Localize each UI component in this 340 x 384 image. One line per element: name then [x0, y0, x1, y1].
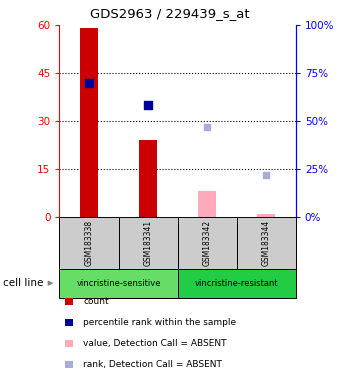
- Text: rank, Detection Call = ABSENT: rank, Detection Call = ABSENT: [83, 360, 222, 369]
- Text: GSM183338: GSM183338: [85, 220, 94, 266]
- Text: GSM183344: GSM183344: [262, 220, 271, 266]
- Bar: [80, 28, 98, 217]
- Point: [146, 102, 151, 108]
- Text: GDS2963 / 229439_s_at: GDS2963 / 229439_s_at: [90, 7, 250, 20]
- Bar: [257, 214, 275, 217]
- Text: cell line: cell line: [3, 278, 44, 288]
- Bar: [139, 140, 157, 217]
- Point: [264, 172, 269, 179]
- Bar: [198, 191, 216, 217]
- Text: GSM183342: GSM183342: [203, 220, 212, 266]
- Text: GSM183341: GSM183341: [143, 220, 153, 266]
- Point: [86, 79, 92, 86]
- Text: percentile rank within the sample: percentile rank within the sample: [83, 318, 236, 327]
- Text: vincristine-sensitive: vincristine-sensitive: [76, 279, 161, 288]
- Text: count: count: [83, 297, 109, 306]
- Text: value, Detection Call = ABSENT: value, Detection Call = ABSENT: [83, 339, 227, 348]
- Point: [204, 124, 210, 131]
- Text: vincristine-resistant: vincristine-resistant: [195, 279, 278, 288]
